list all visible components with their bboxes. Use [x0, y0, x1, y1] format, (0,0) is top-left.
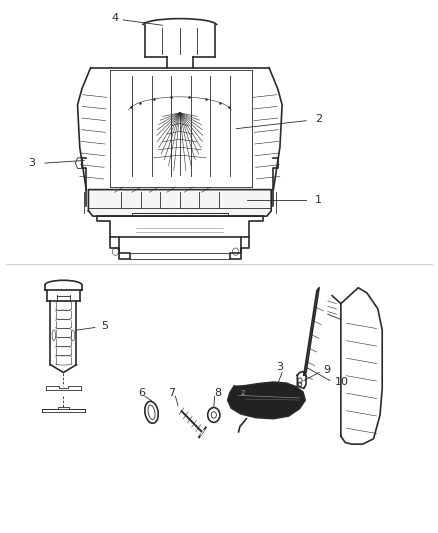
- Text: 6: 6: [138, 387, 145, 398]
- Text: 2: 2: [241, 390, 245, 397]
- Text: 1: 1: [315, 195, 322, 205]
- Text: 5: 5: [102, 321, 109, 332]
- Polygon shape: [228, 382, 305, 419]
- Text: 8: 8: [215, 387, 222, 398]
- Polygon shape: [88, 190, 271, 216]
- Text: 10: 10: [334, 376, 348, 386]
- Text: 2: 2: [315, 114, 322, 124]
- Polygon shape: [304, 288, 319, 375]
- Text: 7: 7: [169, 387, 176, 398]
- Text: 3: 3: [28, 158, 35, 168]
- Text: 4: 4: [111, 13, 118, 23]
- Text: 9: 9: [323, 365, 331, 375]
- Text: 3: 3: [276, 362, 283, 372]
